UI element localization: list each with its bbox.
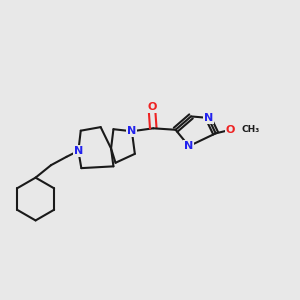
- Text: N: N: [204, 113, 213, 123]
- Text: N: N: [127, 126, 136, 136]
- Text: O: O: [147, 102, 157, 112]
- Text: CH₃: CH₃: [242, 125, 260, 134]
- Text: N: N: [74, 146, 83, 156]
- Text: O: O: [226, 125, 235, 135]
- Text: N: N: [184, 141, 194, 151]
